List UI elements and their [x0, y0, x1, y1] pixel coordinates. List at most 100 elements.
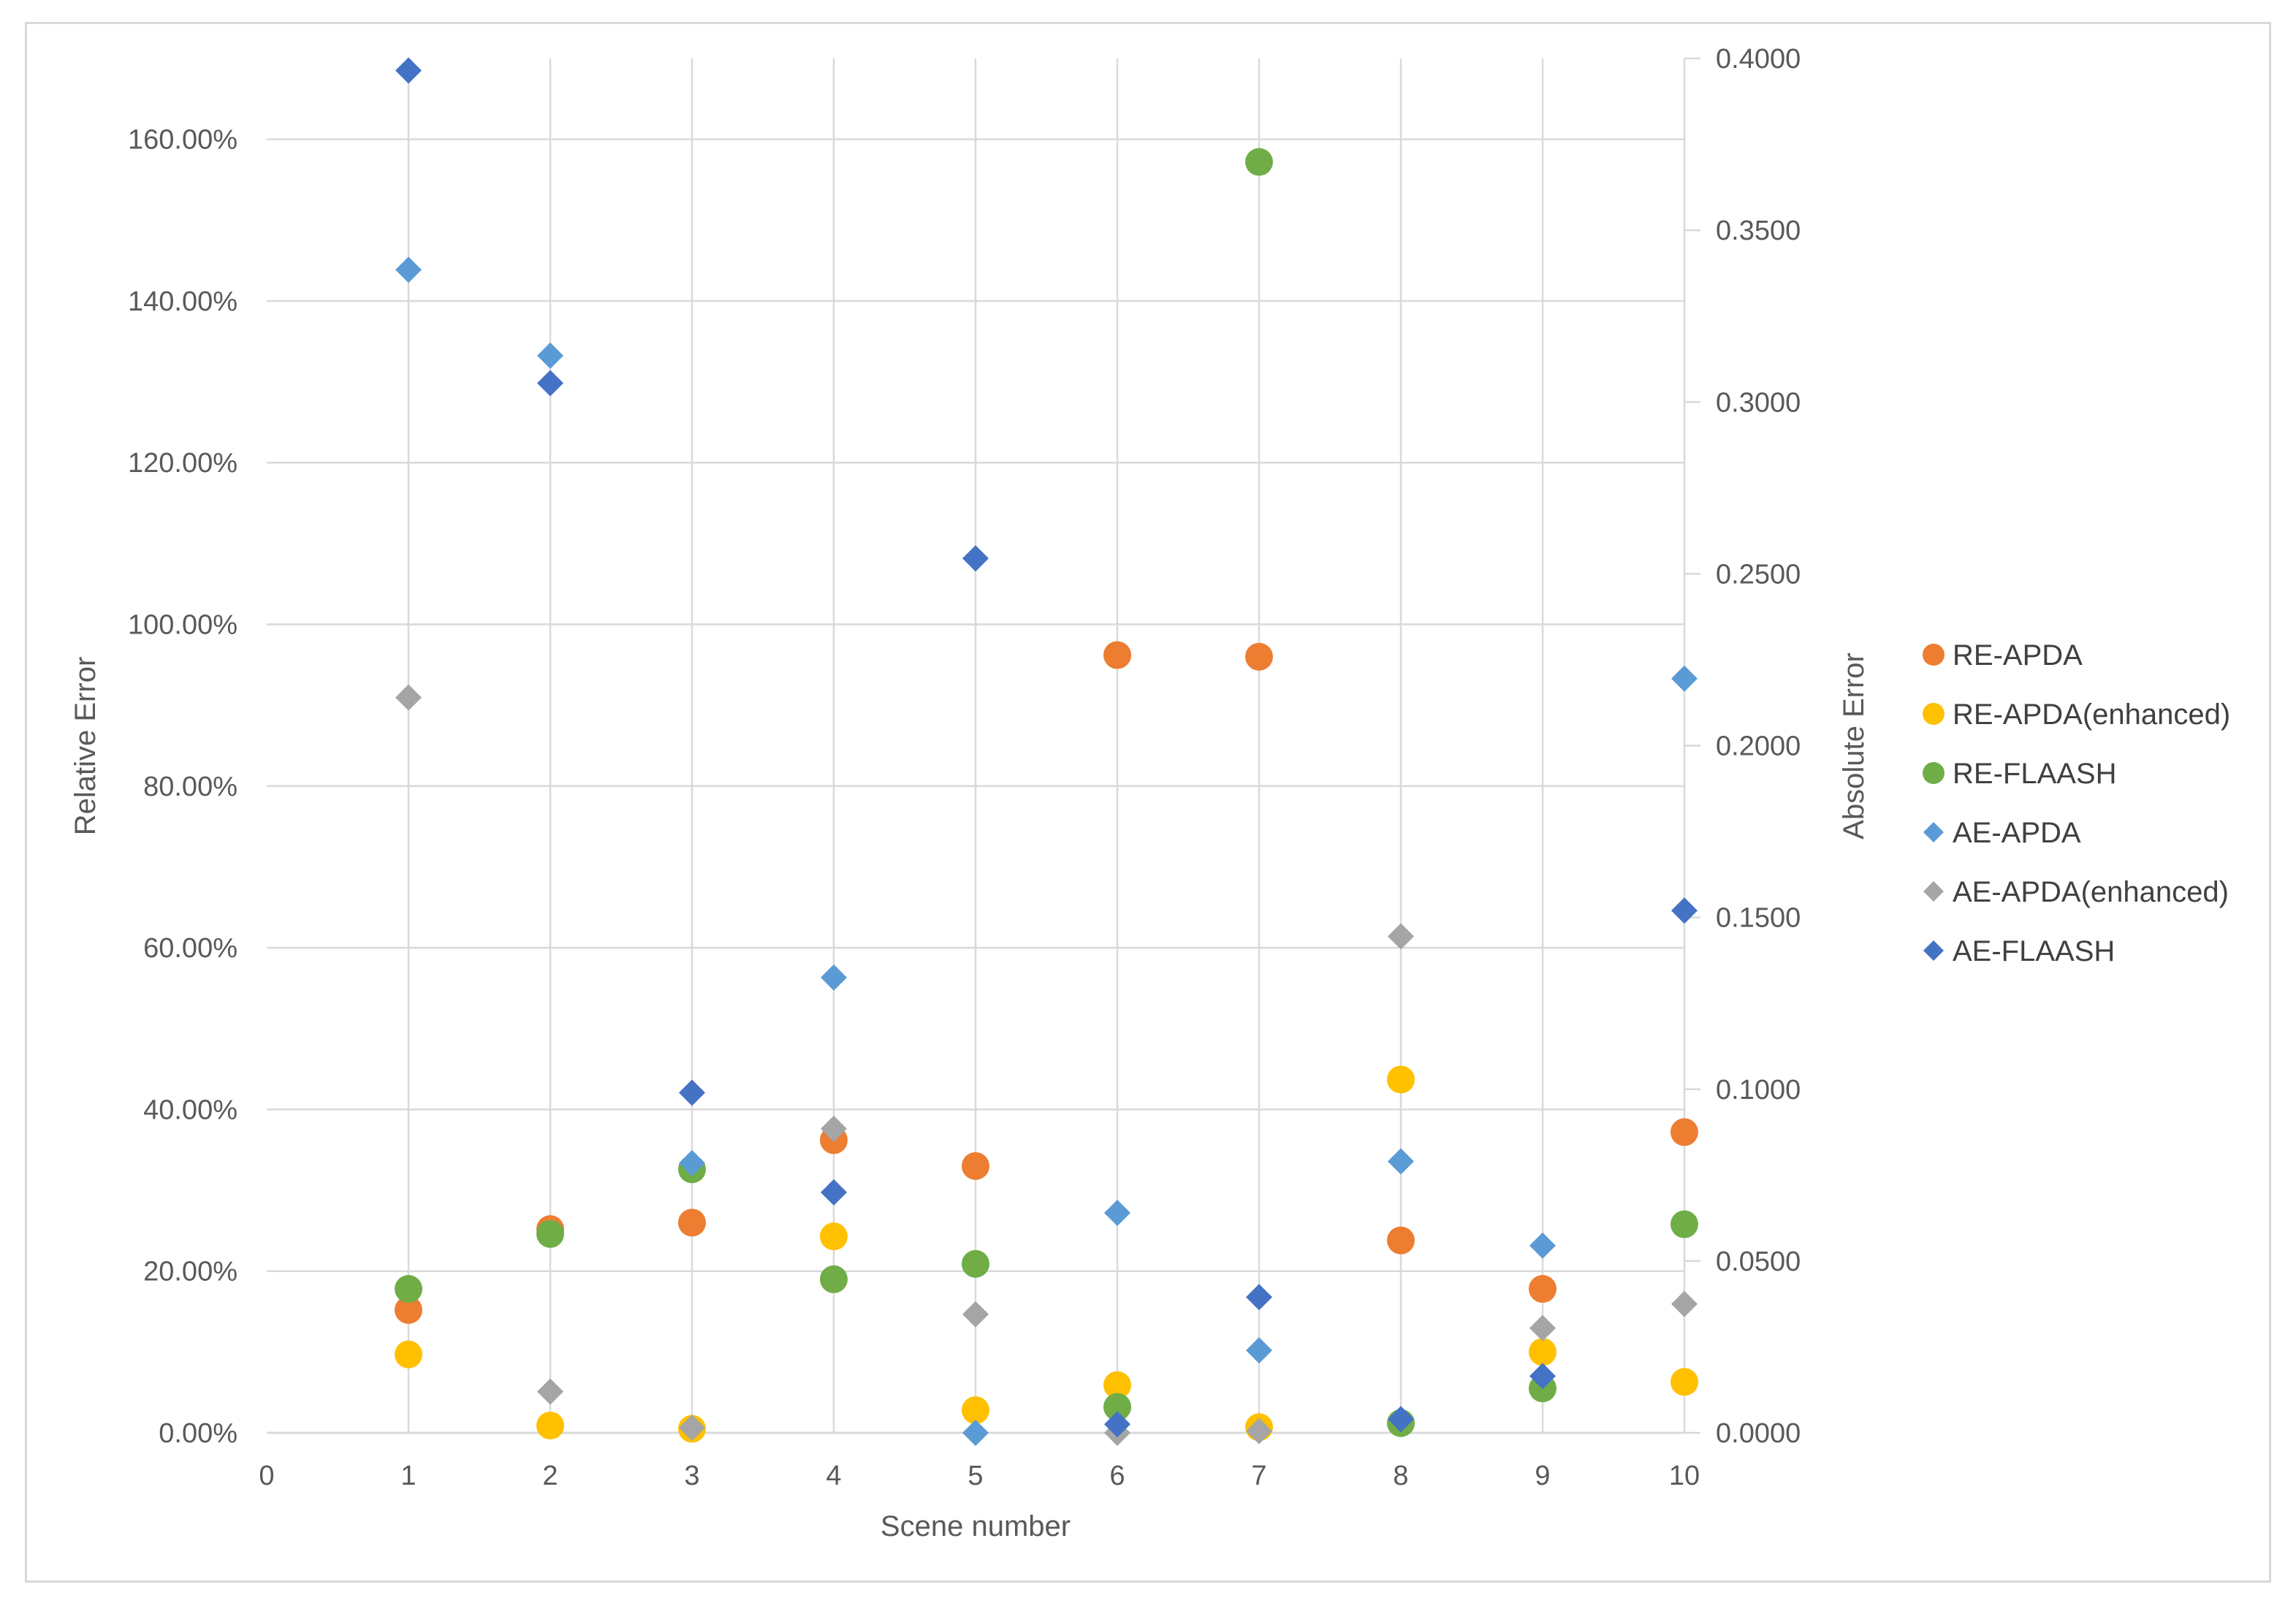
x-tick-label: 1 — [400, 1461, 416, 1491]
legend-label-ae-apda-enhanced: AE-APDA(enhanced) — [1953, 876, 2229, 908]
re-apda-enhanced-point — [1670, 1368, 1698, 1396]
re-flaash-point — [1245, 148, 1273, 176]
y-left-tick-label: 40.00% — [143, 1095, 237, 1125]
re-apda-point — [962, 1152, 989, 1180]
y-right-tick-label: 0.3500 — [1716, 216, 1801, 246]
y-right-tick-label: 0.2500 — [1716, 559, 1801, 590]
re-flaash-point — [536, 1219, 564, 1248]
ae-flaash-point — [1246, 1284, 1272, 1311]
ae-apda-enhanced-point — [1246, 1417, 1272, 1445]
ae-apda-enhanced-point — [962, 1301, 989, 1328]
y-left-tick-label: 120.00% — [128, 448, 237, 479]
ae-flaash-point — [679, 1079, 705, 1106]
y-left-tick-label: 0.00% — [159, 1418, 237, 1449]
y-left-tick-label: 160.00% — [128, 125, 237, 156]
y-right-tick-label: 0.1500 — [1716, 903, 1801, 934]
y-right-tick-label: 0.0000 — [1716, 1418, 1801, 1449]
re-flaash-point — [1103, 1393, 1131, 1421]
x-tick-label: 6 — [1109, 1461, 1125, 1491]
x-tick-label: 10 — [1669, 1461, 1700, 1491]
y-left-tick-label: 100.00% — [128, 610, 237, 641]
ae-flaash-point — [821, 1179, 847, 1206]
re-flaash-point — [395, 1275, 422, 1304]
x-tick-label: 7 — [1251, 1461, 1266, 1491]
ae-apda-point — [1246, 1337, 1272, 1364]
re-apda-point — [1670, 1118, 1698, 1146]
x-tick-label: 3 — [684, 1461, 699, 1491]
re-apda-enhanced-point — [820, 1222, 848, 1251]
x-tick-label: 0 — [259, 1461, 274, 1491]
ae-flaash-point — [1388, 1406, 1414, 1433]
y-right-tick-label: 0.3000 — [1716, 387, 1801, 418]
re-flaash-point — [1670, 1210, 1698, 1238]
ae-apda-enhanced-point — [1529, 1314, 1556, 1341]
legend-label-re-apda: RE-APDA — [1953, 639, 2083, 671]
y-axis-right-title: Absolute Error — [1838, 652, 1870, 840]
ae-apda-point — [1671, 665, 1698, 692]
y-axis-left-title: Relative Error — [69, 657, 102, 836]
re-apda-point — [678, 1209, 706, 1237]
ae-apda-enhanced-point — [821, 1115, 847, 1142]
legend-marker-re-apda — [1923, 644, 1945, 666]
re-apda-enhanced-point — [536, 1412, 564, 1440]
x-tick-label: 9 — [1535, 1461, 1550, 1491]
ae-apda-enhanced-point — [395, 684, 422, 711]
y-right-tick-label: 0.4000 — [1716, 44, 1801, 75]
x-tick-label: 4 — [826, 1461, 841, 1491]
ae-apda-point — [1529, 1232, 1556, 1259]
x-axis-title: Scene number — [881, 1510, 1071, 1542]
ae-apda-enhanced-point — [537, 1378, 563, 1405]
re-flaash-point — [820, 1265, 848, 1293]
y-right-tick-label: 0.0500 — [1716, 1247, 1801, 1277]
chart-frame — [25, 22, 2271, 1583]
ae-apda-enhanced-point — [1671, 1290, 1698, 1317]
re-apda-enhanced-point — [395, 1340, 422, 1369]
re-apda-point — [395, 1295, 422, 1324]
y-right-tick-label: 0.2000 — [1716, 731, 1801, 762]
ae-apda-point — [962, 1420, 989, 1446]
ae-apda-point — [1388, 1148, 1414, 1175]
y-left-tick-label: 20.00% — [143, 1257, 237, 1287]
legend-label-re-flaash: RE-FLAASH — [1953, 758, 2117, 790]
legend-label-ae-flaash: AE-FLAASH — [1953, 935, 2115, 967]
re-apda-enhanced-point — [1387, 1065, 1415, 1094]
legend-marker-ae-apda-enhanced — [1923, 881, 1944, 902]
re-apda-enhanced-point — [1529, 1338, 1556, 1366]
data-markers — [395, 57, 1698, 1446]
ae-apda-point — [821, 964, 847, 991]
re-flaash-point — [962, 1249, 989, 1278]
y-left-tick-label: 60.00% — [143, 933, 237, 964]
x-tick-label: 5 — [968, 1461, 983, 1491]
ae-flaash-point — [537, 370, 563, 397]
legend-marker-ae-flaash — [1923, 940, 1944, 961]
ae-apda-point — [1104, 1200, 1130, 1227]
legend-marker-ae-apda — [1923, 822, 1944, 842]
y-right-tick-label: 0.1000 — [1716, 1075, 1801, 1105]
x-tick-label: 8 — [1393, 1461, 1408, 1491]
legend-marker-re-apda-enhanced — [1923, 703, 1945, 725]
legend-label-re-apda-enhanced: RE-APDA(enhanced) — [1953, 699, 2230, 731]
re-apda-point — [1387, 1226, 1415, 1255]
ae-flaash-point — [1671, 897, 1698, 924]
re-apda-point — [1529, 1275, 1556, 1304]
ae-apda-point — [537, 342, 563, 369]
ae-apda-enhanced-point — [1388, 923, 1414, 950]
legend: RE-APDA RE-APDA(enhanced) RE-FLAASH AE-APDA… — [1923, 639, 2230, 967]
legend-marker-re-flaash — [1923, 762, 1945, 784]
tick-labels: 0.00%20.00%40.00%60.00%80.00%100.00%120.… — [128, 44, 1801, 1491]
ae-flaash-point — [962, 545, 989, 572]
legend-label-ae-apda: AE-APDA — [1953, 817, 2081, 849]
ae-flaash-point — [1104, 1411, 1130, 1438]
ae-flaash-point — [1529, 1363, 1556, 1390]
ae-apda-point — [679, 1149, 705, 1176]
y-left-tick-label: 140.00% — [128, 286, 237, 317]
re-apda-point — [1245, 642, 1273, 671]
ae-flaash-point — [395, 57, 422, 84]
gridlines — [267, 57, 1700, 1434]
re-apda-point — [1103, 641, 1131, 669]
y-left-tick-label: 80.00% — [143, 772, 237, 802]
x-tick-label: 2 — [542, 1461, 558, 1491]
ae-apda-point — [395, 256, 422, 283]
re-apda-enhanced-point — [962, 1396, 989, 1425]
